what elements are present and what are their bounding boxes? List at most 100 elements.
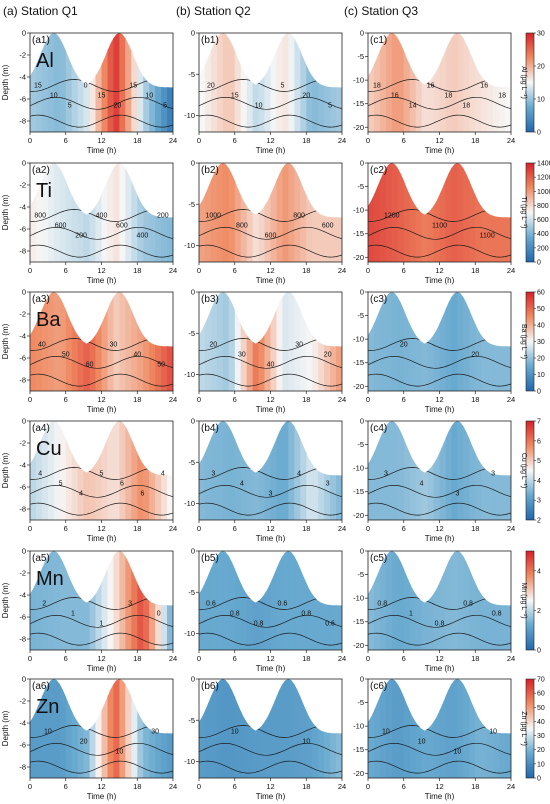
field-cell	[65, 679, 73, 778]
field-cell	[415, 551, 423, 650]
panel-a4: 4 5 4 5 6 6 4 (a4) Cu 0 6 12 18 24 Time (h) -8 -6 -4 -2 0 De…	[1, 417, 177, 544]
field-cell	[210, 33, 218, 132]
field-cell	[379, 679, 387, 778]
field-cell	[77, 551, 85, 650]
field-cell	[499, 292, 506, 391]
x-tick-label: 0	[366, 136, 370, 145]
x-axis-label: Time (h)	[87, 792, 117, 801]
field-cell	[445, 679, 453, 778]
element-label: Al	[36, 50, 54, 72]
field-cell	[240, 679, 248, 778]
field-cell	[439, 292, 447, 391]
field-cell	[71, 679, 79, 778]
colorbar-label: Mn (μg L⁻¹)	[520, 582, 527, 618]
field-cell	[131, 33, 138, 132]
contour-label: 10	[116, 748, 124, 755]
field-cell	[282, 33, 289, 132]
contour-label: 0.8	[435, 620, 445, 627]
contour-label: 0	[84, 83, 88, 90]
x-tick-label: 24	[507, 524, 515, 533]
field-cell	[306, 421, 313, 520]
colorbar: 0 2 4 Mn (μg L⁻¹)	[520, 550, 541, 655]
panel-label: (c1)	[370, 35, 387, 46]
field-cell	[234, 551, 242, 650]
panel-label: (c6)	[370, 681, 387, 692]
field-cell	[53, 679, 61, 778]
contour-label: 18	[498, 92, 506, 99]
field-cell	[330, 163, 337, 262]
contour-label: 20	[471, 351, 479, 358]
x-tick-label: 0	[197, 395, 201, 404]
y-tick-label: -8	[19, 117, 26, 126]
x-axis-label: Time (h)	[87, 146, 117, 155]
contour-label: 18	[373, 83, 381, 90]
field-cell	[107, 163, 115, 262]
field-cell	[65, 292, 73, 391]
x-tick-label: 18	[471, 782, 479, 791]
y-tick-label: -10	[353, 722, 364, 731]
contour-label: 5	[68, 102, 72, 109]
field-cell	[481, 679, 488, 778]
colorbar-tick-label: 2	[537, 608, 541, 615]
field-cell	[107, 33, 115, 132]
field-cell	[451, 551, 458, 650]
field-cell	[41, 421, 49, 520]
x-tick-label: 18	[471, 524, 479, 533]
field-cell	[143, 163, 150, 262]
field-cell	[30, 33, 37, 132]
x-tick-label: 6	[64, 654, 68, 663]
panel-label: (c4)	[370, 423, 387, 434]
field-cell	[415, 292, 423, 391]
y-tick-label: -20	[353, 769, 364, 778]
field-cell	[312, 292, 319, 391]
x-tick-label: 12	[266, 524, 274, 533]
field-cell	[475, 421, 482, 520]
field-cell	[95, 421, 103, 520]
field-cell	[228, 551, 236, 650]
colorbar-tick-label: 0	[537, 648, 541, 655]
colorbar-tick-label: 0	[537, 260, 541, 267]
x-tick-label: 18	[133, 654, 141, 663]
contour-label: 4	[297, 470, 301, 477]
field-cell	[119, 421, 126, 520]
x-tick-label: 0	[197, 524, 201, 533]
field-cell	[149, 163, 156, 262]
colorbar-label: Ti (μg L⁻¹)	[520, 197, 527, 229]
field-cell	[155, 551, 162, 650]
x-tick-label: 12	[97, 524, 105, 533]
field-cell	[41, 33, 49, 132]
panel-c5: 0.8 1 0.8 0.8 0.8 (c5) 0 6 12 18 24 Time (h) -20 -15 -…	[353, 547, 515, 674]
x-axis-label: Time (h)	[256, 405, 286, 414]
field-cell	[246, 33, 254, 132]
field-cell	[312, 163, 319, 262]
contour-label: 16	[480, 83, 488, 90]
field-cell	[216, 679, 224, 778]
field-cell	[47, 163, 55, 262]
field-cell	[53, 551, 61, 650]
contour-label: 6	[120, 480, 124, 487]
field-cell	[499, 33, 506, 132]
contour-label: 3	[269, 490, 273, 497]
field-cell	[113, 421, 120, 520]
colorbar-tick-label: 50	[537, 705, 545, 712]
field-cell	[222, 163, 230, 262]
field-cell	[445, 421, 453, 520]
y-tick-label: -5	[188, 458, 195, 467]
field-cell	[368, 33, 375, 132]
field-cell	[481, 163, 488, 262]
field-cell	[445, 163, 453, 262]
field-cell	[59, 33, 67, 132]
panel-field	[368, 421, 511, 520]
field-cell	[481, 292, 488, 391]
field-cell	[41, 679, 49, 778]
field-cell	[101, 292, 109, 391]
panel-field	[368, 551, 511, 650]
x-tick-label: 18	[302, 654, 310, 663]
colorbar-label: Al (μg L⁻¹)	[520, 66, 527, 99]
y-tick-label: -10	[184, 111, 195, 120]
field-cell	[65, 551, 73, 650]
field-cell	[374, 163, 381, 262]
contour-label: 30	[238, 351, 246, 358]
field-cell	[318, 33, 325, 132]
field-cell	[457, 421, 464, 520]
